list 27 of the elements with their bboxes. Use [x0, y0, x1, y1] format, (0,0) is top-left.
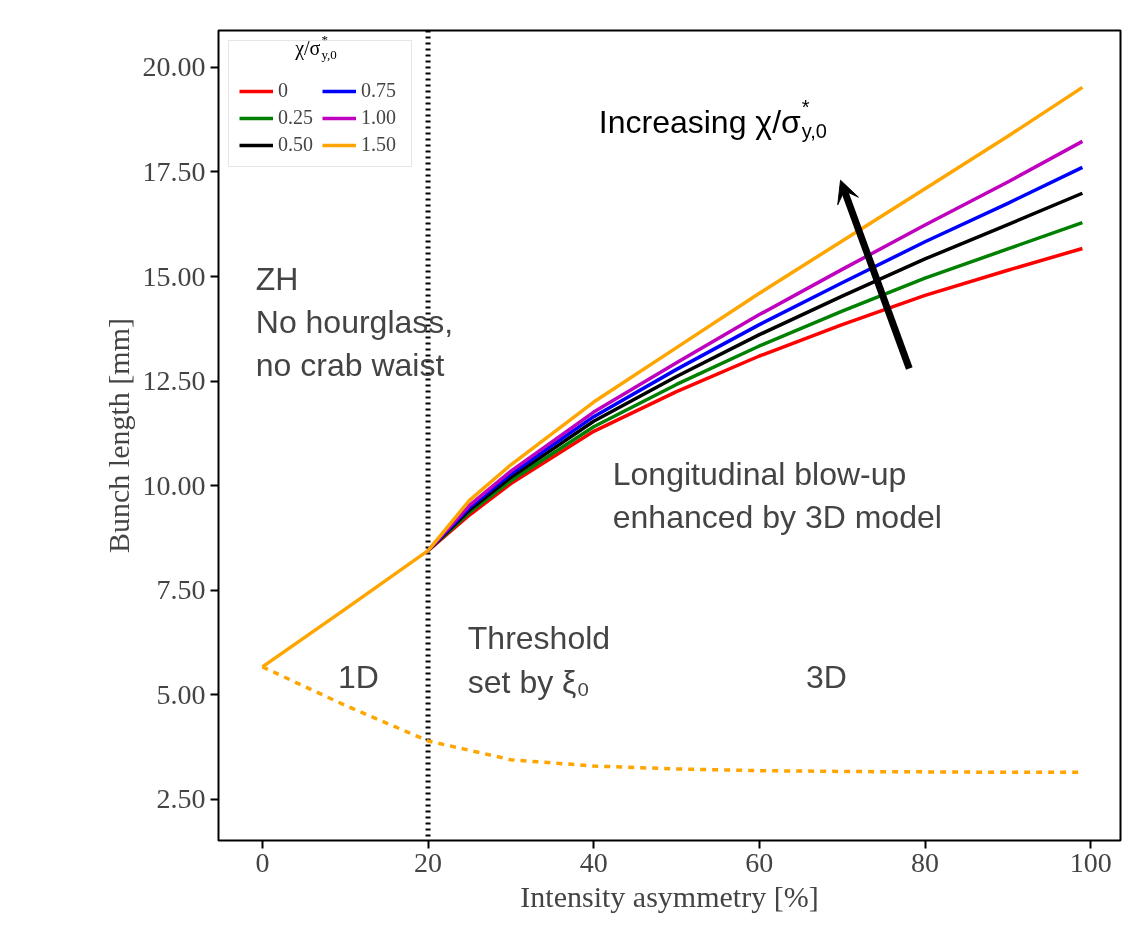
annotation: ZH No hourglass, no crab waist: [255, 260, 454, 384]
legend-label: 1.00: [361, 106, 397, 129]
y-axis-title: Bunch length [mm]: [101, 318, 135, 553]
y-tick-label: 20.00: [142, 51, 206, 83]
x-tick-label: 40: [579, 846, 608, 878]
legend-label: 1.50: [361, 133, 397, 156]
y-tick-label: 15.00: [142, 260, 206, 292]
annotation: 3D: [806, 659, 847, 696]
annotation: Threshold set by ξ₀: [467, 620, 611, 700]
x-tick-label: 0: [255, 846, 270, 878]
y-tick-label: 12.50: [142, 365, 206, 397]
annotation: 1D: [338, 659, 379, 696]
x-tick-label: 20: [414, 846, 443, 878]
legend-label: 0.25: [278, 106, 314, 129]
x-axis-title: Intensity asymmetry [%]: [520, 879, 819, 913]
legend-label: 0.75: [361, 79, 397, 102]
annotation: Longitudinal blow-up enhanced by 3D model: [612, 455, 942, 535]
y-tick-label: 2.50: [156, 783, 206, 815]
x-tick-label: 60: [745, 846, 774, 878]
legend-label: 0: [278, 79, 289, 102]
x-tick-label: 80: [911, 846, 940, 878]
x-tick-label: 100: [1069, 846, 1112, 878]
legend-label: 0.50: [278, 133, 314, 156]
y-tick-label: 10.00: [142, 469, 206, 501]
y-tick-label: 17.50: [142, 155, 206, 187]
y-tick-label: 5.00: [156, 678, 206, 710]
y-tick-label: 7.50: [156, 574, 206, 606]
